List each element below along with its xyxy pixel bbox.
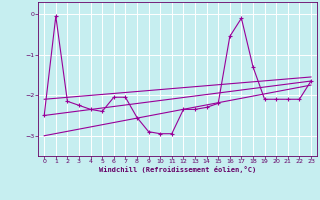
X-axis label: Windchill (Refroidissement éolien,°C): Windchill (Refroidissement éolien,°C) <box>99 166 256 173</box>
